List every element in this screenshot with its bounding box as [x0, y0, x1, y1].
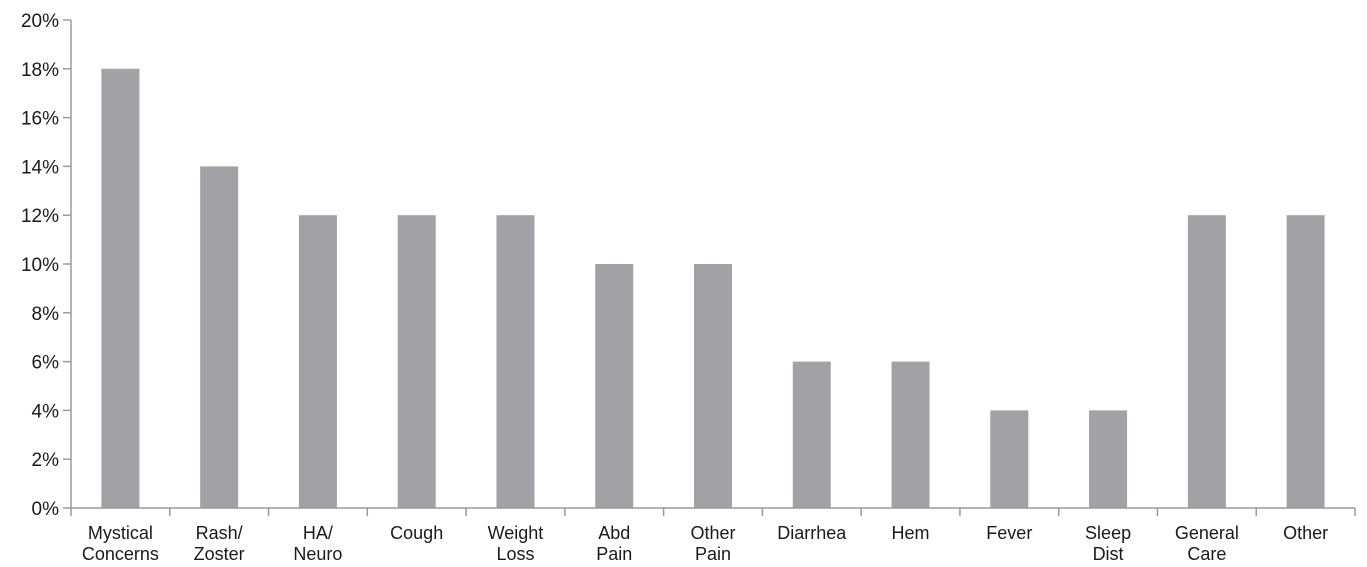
x-tick-label: Mystical Concerns	[82, 523, 159, 564]
x-tick-label-line: Rash/	[196, 523, 243, 543]
x-tick-label: Diarrhea	[777, 523, 847, 543]
x-tick-label: Cough	[390, 523, 443, 543]
y-tick-label: 0%	[32, 499, 60, 520]
y-tick-label: 6%	[32, 353, 60, 374]
x-tick-label: Rash/Zoster	[194, 523, 245, 564]
x-tick-label-line: Care	[1187, 544, 1226, 564]
x-tick-label-line: Other	[690, 523, 735, 543]
x-tick-label-line: Fever	[986, 523, 1032, 543]
bar	[496, 215, 535, 508]
x-tick-label-line: Pain	[596, 544, 632, 564]
x-tick-label: Other Pain	[690, 523, 735, 564]
x-tick-label-line: Loss	[496, 544, 534, 564]
y-tick-label: 12%	[21, 206, 59, 227]
y-axis: 0% 2% 4% 6% 8% 10% 12% 14% 16% 18% 20%	[21, 11, 72, 520]
y-tick-label: 8%	[32, 304, 60, 325]
bar	[298, 215, 337, 508]
x-tick-label: Sleep Dist	[1085, 523, 1131, 564]
bar	[397, 215, 436, 508]
y-tick-label: 18%	[21, 60, 59, 81]
y-tick-label: 2%	[32, 450, 60, 471]
y-tick-label: 10%	[21, 255, 59, 276]
y-tick-label: 4%	[32, 401, 60, 422]
bars	[101, 68, 1325, 509]
x-tick-label-line: Other	[1283, 523, 1328, 543]
bar	[1286, 215, 1325, 508]
bar	[1089, 410, 1128, 508]
x-tick-label-line: Neuro	[293, 544, 342, 564]
x-tick-label: Abd Pain	[596, 523, 632, 564]
y-tick-label: 16%	[21, 109, 59, 130]
bar	[1187, 215, 1226, 508]
x-tick-label: Weight Loss	[488, 523, 544, 564]
x-tick-label-line: Weight	[488, 523, 544, 543]
x-tick-label-line: General	[1175, 523, 1239, 543]
bar	[694, 264, 732, 508]
x-tick-label: Fever	[986, 523, 1032, 543]
x-tick-label-line: Abd	[598, 523, 630, 543]
bar	[200, 166, 239, 508]
x-tick-label-line: Diarrhea	[777, 523, 847, 543]
x-tick-label-line: Concerns	[82, 544, 159, 564]
x-tick-label-line: Hem	[892, 523, 930, 543]
x-axis: Mystical Concerns Rash/Zoster HA/Neuro Cough…	[70, 507, 1356, 564]
y-tick-label: 20%	[21, 11, 59, 32]
x-tick-label: Other	[1283, 523, 1328, 543]
x-tick-label-line: Zoster	[194, 544, 245, 564]
bar	[792, 361, 831, 508]
bar	[101, 68, 140, 509]
y-tick-label: 14%	[21, 157, 59, 178]
x-tick-label: HA/Neuro	[293, 523, 342, 564]
bar	[990, 410, 1029, 508]
x-tick-label-line: Dist	[1093, 544, 1124, 564]
x-tick-label-line: Sleep	[1085, 523, 1131, 543]
x-tick-label-line: Cough	[390, 523, 443, 543]
bar	[891, 361, 930, 508]
x-tick-label-line: HA/	[303, 523, 333, 543]
x-tick-label-line: Mystical	[88, 523, 153, 543]
x-tick-label: Hem	[892, 523, 930, 543]
x-tick-label: General Care	[1175, 523, 1239, 564]
x-tick-label-line: Pain	[695, 544, 731, 564]
bar	[595, 264, 634, 508]
